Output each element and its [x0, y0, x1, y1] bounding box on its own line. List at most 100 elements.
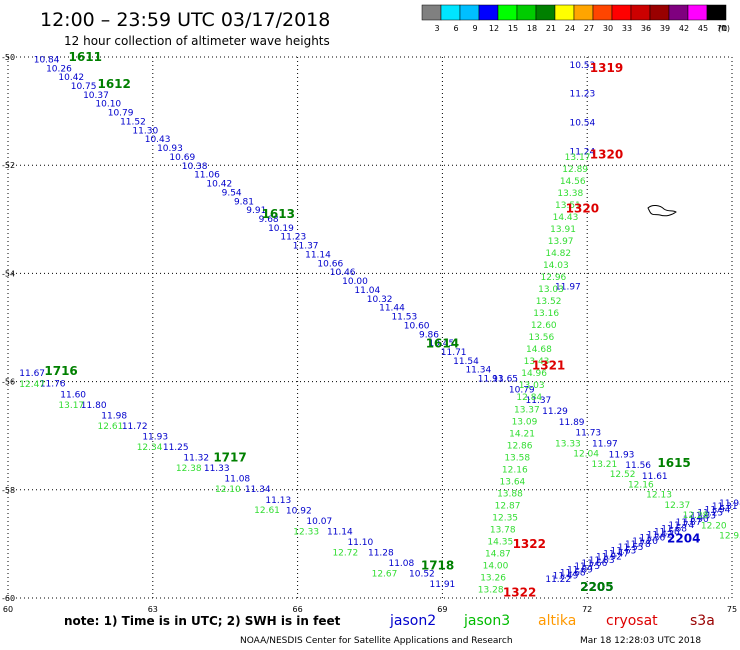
pass-number-label: 1614 — [426, 337, 459, 351]
wave-height-value: 11.66 — [582, 559, 608, 569]
wave-height-value: 13.64 — [500, 477, 526, 487]
wave-height-value: 10.45 — [428, 339, 454, 349]
wave-height-value: 11.08 — [388, 559, 414, 569]
wave-height-value: 13.33 — [555, 440, 581, 450]
colorbar-swatch — [421, 4, 442, 21]
wave-height-value: 9.81 — [234, 197, 254, 207]
wave-height-value: 13.43 — [524, 357, 550, 367]
wave-height-value: 10.19 — [268, 224, 294, 234]
y-tick-label: -58 — [2, 486, 15, 495]
wave-height-value: 11.42 — [647, 531, 673, 541]
wave-height-value: 13.16 — [533, 309, 559, 319]
legend-s3a: s3a — [690, 613, 715, 629]
wave-height-value: 11.87 — [676, 518, 702, 528]
wave-height-value: 12.38 — [176, 464, 202, 474]
wave-height-value: 11.68 — [661, 524, 687, 534]
wave-height-value: 10.53 — [569, 61, 595, 71]
wave-height-value: 11.98 — [719, 499, 740, 509]
colorbar-swatch — [706, 4, 727, 21]
wave-height-value: 11.37 — [293, 242, 319, 252]
wave-height-value: 11.98 — [101, 411, 127, 421]
legend-jason2: jason2 — [389, 613, 436, 629]
colorbar-label: 6 — [453, 24, 458, 33]
wave-height-value: 11.31 — [712, 502, 738, 512]
wave-height-value: 14.96 — [521, 369, 547, 379]
wave-height-value: 11.24 — [569, 147, 595, 157]
wave-height-value: 13.03 — [519, 381, 545, 391]
wave-height-value: 11.30 — [132, 126, 158, 136]
grid — [7, 56, 733, 599]
wave-height-value: 10.32 — [367, 295, 393, 305]
wave-height-value: 10.46 — [330, 268, 356, 278]
wave-height-value: 13.91 — [550, 225, 576, 235]
wave-height-value: 11.91 — [430, 580, 456, 590]
colorbar-swatch — [554, 4, 575, 21]
wave-height-value: 9.91 — [246, 206, 266, 216]
colorbar-swatch — [668, 4, 689, 21]
wave-height-value: 11.37 — [526, 396, 552, 406]
wave-height-value: 13.78 — [490, 525, 516, 535]
wave-height-value: 12.16 — [502, 465, 528, 475]
colorbar-label: 30 — [603, 24, 613, 33]
wave-height-value: 11.20 — [632, 537, 658, 547]
wave-height-value: 12.37 — [664, 501, 690, 511]
x-tick-label: 75 — [727, 605, 737, 614]
colorbar-swatch — [573, 4, 594, 21]
colorbar-label: 27 — [584, 24, 594, 33]
pass-number-label: 1322 — [503, 586, 536, 600]
colorbar-swatch — [611, 4, 632, 21]
wave-height-value: 12.16 — [628, 480, 654, 490]
pass-number-label: 1319 — [590, 61, 623, 75]
wave-height-value: 11.65 — [492, 375, 518, 385]
wave-height-value: 12.52 — [610, 470, 636, 480]
y-tick-label: -60 — [2, 594, 15, 603]
wave-height-value: 11.76 — [40, 380, 66, 390]
colorbar-unit: (ft) — [718, 24, 730, 33]
x-tick-label: 72 — [582, 605, 592, 614]
wave-height-value: 10.75 — [71, 82, 97, 92]
wave-height-value: 11.56 — [625, 461, 651, 471]
wave-height-value: 12.10 — [215, 485, 241, 495]
wave-height-value: 12.28 — [683, 511, 709, 521]
wave-height-value: 11.23 — [569, 90, 595, 100]
wave-height-value: 14.03 — [543, 261, 569, 271]
wave-height-value: 11.89 — [559, 418, 585, 428]
wave-height-value: 10.26 — [46, 64, 72, 74]
wave-height-value: 11.63 — [611, 546, 637, 556]
y-tick-label: -56 — [2, 378, 15, 387]
wave-height-value: 14.56 — [560, 177, 586, 187]
wave-height-value: 11.67 — [19, 369, 45, 379]
wave-height-value: 11.72 — [122, 422, 148, 432]
wave-height-value: 11.89 — [567, 565, 593, 575]
wave-height-value: 10.07 — [306, 517, 332, 527]
wave-height-value: 11.73 — [575, 429, 601, 439]
wave-height-value: 10.60 — [404, 321, 430, 331]
wave-height-value: 10.10 — [95, 100, 121, 110]
y-tick-label: -54 — [2, 269, 15, 278]
chart-subtitle: 12 hour collection of altimeter wave hei… — [64, 34, 330, 48]
wave-height-value: 10.43 — [145, 135, 171, 145]
wave-height-value: 10.79 — [509, 385, 535, 395]
axis-ticks: 60 63 66 69 72 75 -50 -52 -54 -56 -58 -60 — [2, 53, 737, 614]
wave-height-value: 12.60 — [531, 321, 557, 331]
wave-height-value: 11.28 — [368, 549, 394, 559]
wave-height-value: 13.09 — [512, 417, 538, 427]
chart-note: note: 1) Time is in UTC; 2) SWH is in fe… — [64, 614, 341, 628]
wave-height-value: 11.58 — [654, 527, 680, 537]
wave-height-value: 13.17 — [565, 153, 591, 163]
wave-height-value: 11.55 — [618, 543, 644, 553]
colorbar-label: 45 — [698, 24, 708, 33]
wave-height-value: 12.13 — [646, 491, 672, 501]
colorbar-swatch — [459, 4, 480, 21]
wave-height-value: 11.25 — [163, 443, 189, 453]
wave-height-value: 12.72 — [332, 548, 358, 558]
colorbar-swatch — [649, 4, 670, 21]
x-tick-label: 63 — [148, 605, 158, 614]
colorbar-label: 24 — [565, 24, 575, 33]
wave-height-value: 12.61 — [254, 506, 280, 516]
pass-number-label: 1718 — [421, 559, 454, 573]
wave-height-value: 11.22 — [545, 575, 571, 585]
wave-height-value: 11.32 — [183, 454, 209, 464]
footer-timestamp: Mar 18 12:28:03 UTC 2018 — [580, 636, 701, 646]
pass-number-label: 1615 — [657, 456, 690, 470]
